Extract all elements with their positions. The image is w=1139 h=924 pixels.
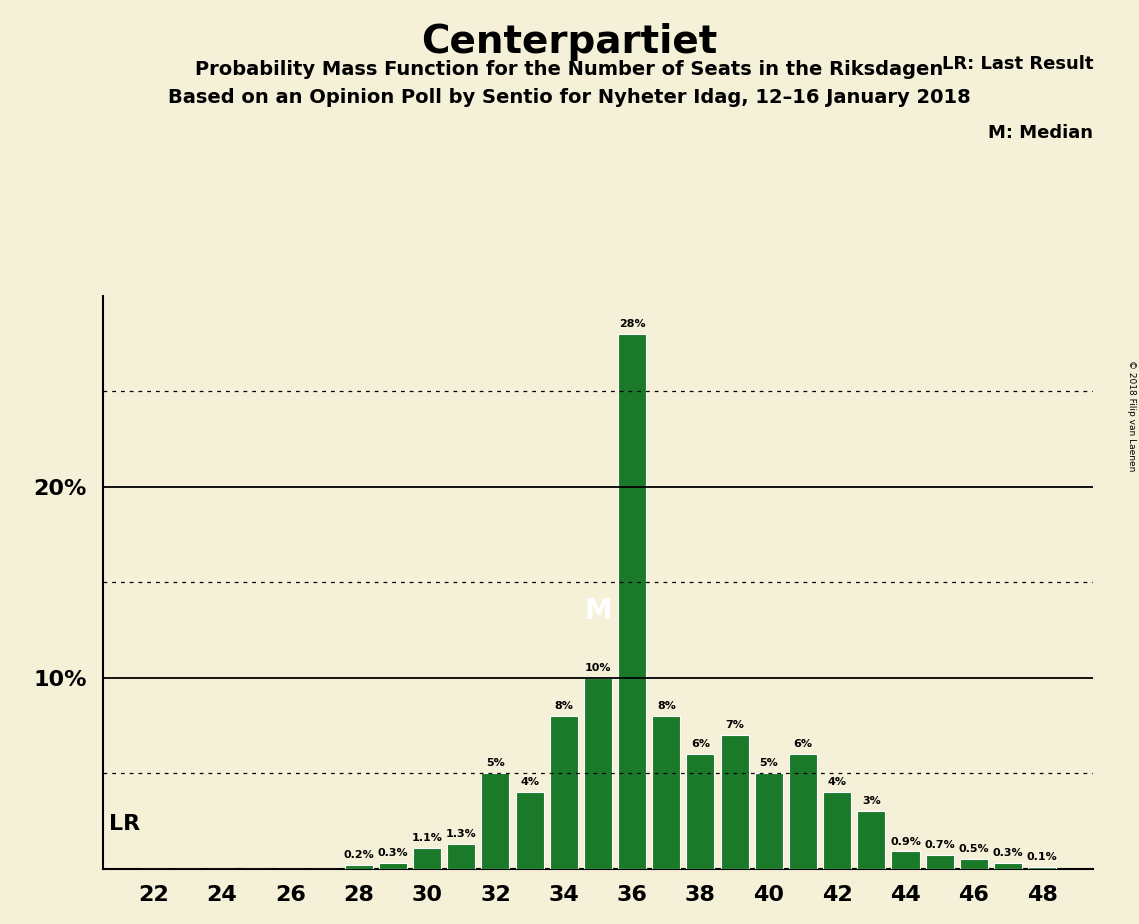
Bar: [858, 811, 885, 869]
Text: 3%: 3%: [862, 796, 880, 807]
Text: LR: Last Result: LR: Last Result: [942, 55, 1093, 73]
Text: 0.3%: 0.3%: [993, 848, 1023, 858]
Bar: [789, 754, 817, 869]
Bar: [345, 865, 372, 869]
Text: 0.7%: 0.7%: [925, 841, 954, 850]
Text: 0.5%: 0.5%: [959, 845, 989, 854]
Bar: [584, 677, 612, 869]
Text: 5%: 5%: [486, 759, 505, 769]
Text: 1.3%: 1.3%: [446, 829, 476, 839]
Text: 0.3%: 0.3%: [378, 848, 408, 858]
Text: 1.1%: 1.1%: [411, 833, 443, 843]
Bar: [550, 716, 577, 869]
Bar: [926, 856, 953, 869]
Text: 4%: 4%: [521, 777, 539, 787]
Text: Probability Mass Function for the Number of Seats in the Riksdagen: Probability Mass Function for the Number…: [196, 60, 943, 79]
Text: 28%: 28%: [618, 319, 646, 329]
Text: Based on an Opinion Poll by Sentio for Nyheter Idag, 12–16 January 2018: Based on an Opinion Poll by Sentio for N…: [169, 88, 970, 107]
Bar: [823, 792, 851, 869]
Text: M: M: [584, 597, 612, 625]
Text: 8%: 8%: [657, 701, 675, 711]
Text: M: Median: M: Median: [989, 124, 1093, 141]
Bar: [618, 334, 646, 869]
Bar: [1029, 867, 1056, 869]
Text: 8%: 8%: [555, 701, 573, 711]
Bar: [413, 847, 441, 869]
Text: 6%: 6%: [794, 739, 812, 749]
Text: 0.1%: 0.1%: [1027, 852, 1057, 862]
Text: 7%: 7%: [726, 720, 744, 730]
Text: 6%: 6%: [691, 739, 710, 749]
Bar: [516, 792, 543, 869]
Text: Centerpartiet: Centerpartiet: [421, 23, 718, 61]
Bar: [892, 851, 919, 869]
Bar: [755, 773, 782, 869]
Bar: [482, 773, 509, 869]
Text: 10%: 10%: [584, 663, 612, 673]
Text: © 2018 Filip van Laenen: © 2018 Filip van Laenen: [1126, 360, 1136, 471]
Bar: [653, 716, 680, 869]
Bar: [687, 754, 714, 869]
Text: LR: LR: [109, 814, 140, 834]
Text: 0.2%: 0.2%: [344, 850, 374, 860]
Bar: [721, 735, 748, 869]
Text: 0.9%: 0.9%: [890, 836, 921, 846]
Bar: [994, 863, 1022, 869]
Text: 5%: 5%: [760, 759, 778, 769]
Text: 4%: 4%: [828, 777, 846, 787]
Bar: [960, 859, 988, 869]
Bar: [448, 844, 475, 869]
Bar: [379, 863, 407, 869]
